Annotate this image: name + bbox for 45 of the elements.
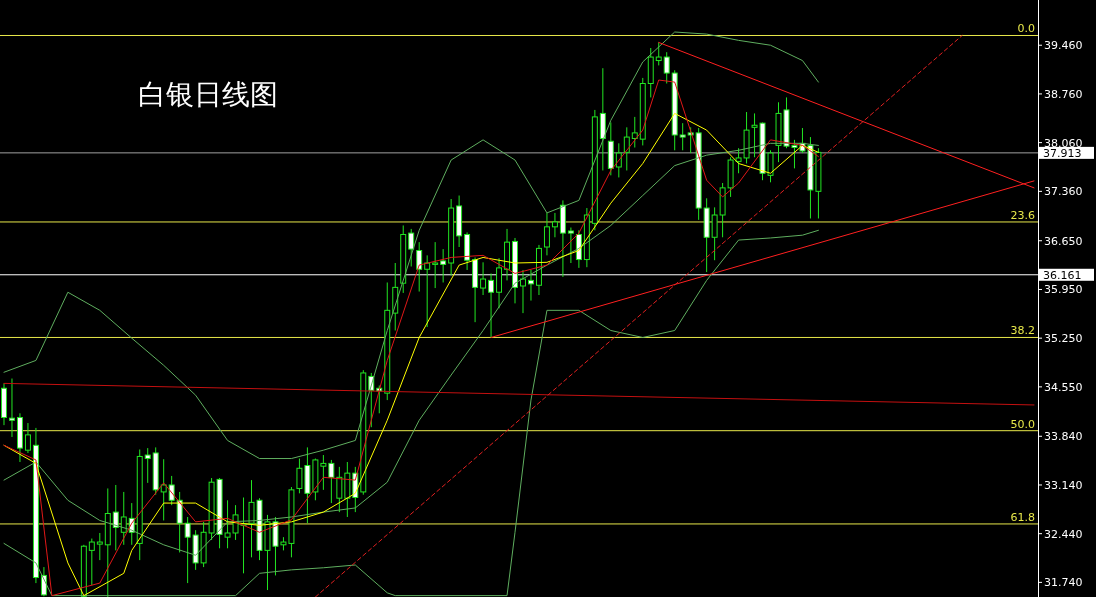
candlestick — [24, 422, 31, 454]
candlestick — [480, 261, 487, 296]
annotation: 23.6 — [1010, 208, 1035, 222]
candlestick — [655, 41, 662, 66]
candlestick — [679, 122, 686, 151]
y-tick-label: 39.460 — [1044, 39, 1083, 53]
y-tick-label: 31.740 — [1044, 576, 1083, 590]
annotation: 38.2 — [1010, 324, 1035, 338]
candlestick — [144, 447, 151, 484]
annotation: 61.8 — [1010, 510, 1035, 524]
candlestick — [424, 254, 431, 328]
candlestick — [160, 458, 167, 521]
candlestick — [551, 212, 558, 238]
y-tick-label: 35.250 — [1044, 332, 1083, 346]
candlestick — [520, 269, 526, 314]
candlestick — [168, 475, 175, 506]
candlestick — [631, 116, 638, 149]
line-series — [3, 31, 819, 460]
candlestick — [623, 126, 630, 171]
candlestick — [663, 51, 670, 84]
y-tick-label: 33.840 — [1044, 430, 1083, 444]
y-tick-label: 33.140 — [1044, 478, 1083, 492]
ref-line-label: 36.161 — [1043, 268, 1082, 282]
annotation: 50.0 — [1010, 417, 1035, 431]
y-tick-label: 38.760 — [1044, 87, 1083, 101]
y-tick-label: 34.550 — [1044, 380, 1083, 394]
annotation: 0.0 — [1017, 22, 1035, 36]
candlestick — [120, 491, 127, 546]
candlestick — [9, 378, 15, 438]
candlestick — [687, 126, 694, 154]
y-tick-label: 37.360 — [1044, 185, 1083, 199]
candlestick — [96, 532, 103, 561]
candlestick — [112, 484, 119, 551]
candlestick — [336, 466, 343, 513]
y-tick-label: 35.950 — [1044, 283, 1083, 297]
candlestick — [543, 212, 550, 256]
candlestick — [528, 269, 534, 302]
candlestick — [88, 538, 95, 586]
y-tick-label: 36.650 — [1044, 234, 1083, 248]
candlestick — [408, 228, 415, 267]
candlestick — [567, 227, 574, 264]
text: 白银日线图 — [138, 78, 278, 111]
line-series — [3, 229, 819, 597]
candlestick — [432, 241, 439, 289]
y-tick-label: 32.440 — [1044, 527, 1083, 541]
